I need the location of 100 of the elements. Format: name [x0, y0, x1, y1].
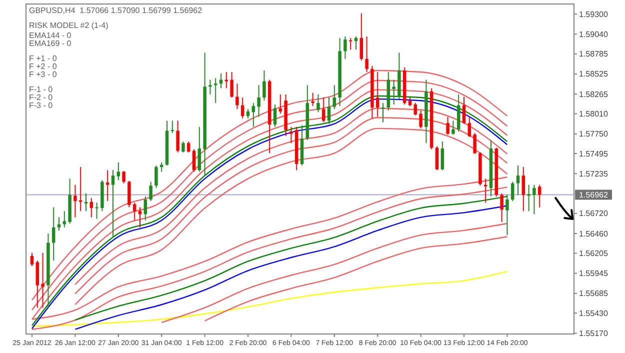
candlestick — [240, 97, 244, 119]
candlestick — [419, 110, 422, 129]
candlestick — [365, 36, 368, 73]
candlestick — [360, 12, 364, 61]
candlestick — [198, 126, 202, 172]
candlestick — [208, 79, 212, 95]
candlestick — [440, 141, 444, 171]
candlestick — [95, 202, 98, 220]
candlestick — [154, 165, 158, 188]
candlestick — [257, 84, 260, 118]
candlestick — [52, 206, 56, 262]
candlestick — [376, 72, 380, 118]
candlestick — [516, 165, 520, 196]
candlestick — [435, 146, 439, 171]
candlestick — [36, 260, 40, 308]
y-tick-label: 1.58265 — [579, 90, 608, 99]
candlestick — [322, 97, 326, 123]
candlestick — [236, 83, 239, 110]
candlestick — [446, 116, 450, 136]
candlestick — [354, 36, 358, 50]
candlestick — [456, 94, 460, 132]
candlestick — [381, 102, 385, 123]
y-tick-label: 1.55685 — [579, 289, 608, 298]
candlestick — [392, 79, 396, 105]
annotation: EMA144 - 0 — [29, 31, 72, 40]
candlestick — [170, 120, 174, 134]
candlestick — [468, 116, 472, 138]
candlestick — [84, 192, 88, 212]
y-tick-label: 1.55945 — [579, 269, 608, 278]
candlestick — [138, 206, 142, 228]
annotation: F +1 - 0 — [29, 54, 58, 63]
candlestick — [262, 70, 266, 102]
candlestick — [41, 252, 44, 308]
y-tick-label: 1.58785 — [579, 50, 608, 59]
candlestick — [214, 78, 218, 104]
text: RISK MODEL #2 (1-4) — [29, 21, 109, 30]
candlestick — [219, 73, 223, 89]
candlestick — [57, 216, 61, 231]
candlestick — [106, 170, 110, 202]
candlestick — [246, 108, 250, 119]
candlestick — [186, 141, 190, 153]
candlestick — [332, 84, 336, 110]
y-tick-label: 1.59040 — [579, 30, 608, 39]
candlestick — [538, 184, 542, 208]
annotation: F-3 - 0 — [29, 101, 54, 110]
candlestick — [510, 181, 514, 202]
candlestick — [176, 120, 180, 153]
candlestick — [527, 184, 530, 212]
y-tick-label: 1.56720 — [579, 209, 608, 218]
chart-title: GBPUSD,H4 1.57066 1.57090 1.56799 1.56962 — [29, 6, 203, 15]
candlestick — [144, 196, 148, 221]
y-tick-label: 1.59300 — [579, 10, 608, 19]
candlestick — [500, 192, 504, 222]
y-tick-label: 1.58525 — [579, 70, 608, 79]
y-tick-label: 1.58010 — [579, 110, 608, 119]
candlestick — [506, 194, 509, 236]
candlestick — [192, 148, 196, 172]
candlestick — [344, 36, 347, 60]
candlestick — [414, 102, 418, 116]
candlestick — [128, 180, 131, 208]
candlestick — [348, 38, 352, 50]
line-series — [204, 236, 508, 322]
candlestick — [273, 104, 277, 128]
y-tick-label: 1.57235 — [579, 169, 608, 178]
y-tick-label: 1.57495 — [579, 149, 608, 158]
candlestick — [149, 181, 152, 202]
y-tick-label: 1.56205 — [579, 249, 608, 258]
annotation: F-2 - 0 — [29, 93, 54, 102]
candlestick — [484, 178, 488, 204]
candlestick — [316, 94, 320, 113]
candlestick — [532, 184, 536, 215]
y-tick-label: 1.57750 — [579, 130, 608, 139]
candlestick — [122, 170, 126, 184]
annotation: F +2 - 0 — [29, 62, 58, 71]
candlestick — [30, 252, 34, 266]
candlestick — [230, 72, 234, 98]
annotation: EMA169 - 0 — [29, 39, 72, 48]
candlestick — [473, 132, 476, 154]
candlestick — [224, 72, 228, 89]
line-series — [31, 270, 508, 327]
ref-line-label: 1.56962 — [579, 190, 608, 200]
y-tick-label: 1.55170 — [579, 329, 608, 338]
candlestick — [62, 210, 66, 228]
candlestick — [116, 162, 120, 181]
candlestick — [452, 120, 455, 136]
candlestick — [462, 96, 466, 124]
candlestick — [252, 102, 256, 128]
candlestick — [160, 162, 164, 172]
candlestick — [522, 166, 526, 212]
candlestick — [327, 97, 331, 124]
candlestick — [290, 126, 293, 144]
candlestick — [278, 94, 282, 114]
candlestick — [78, 166, 82, 212]
candlestick — [132, 202, 136, 221]
candlestick — [311, 92, 314, 107]
candlestick — [90, 197, 94, 218]
candlestick — [74, 184, 77, 218]
annotation: F-1 - 0 — [29, 85, 54, 94]
y-tick-label: 1.55430 — [579, 308, 608, 318]
candlestick — [182, 141, 185, 153]
